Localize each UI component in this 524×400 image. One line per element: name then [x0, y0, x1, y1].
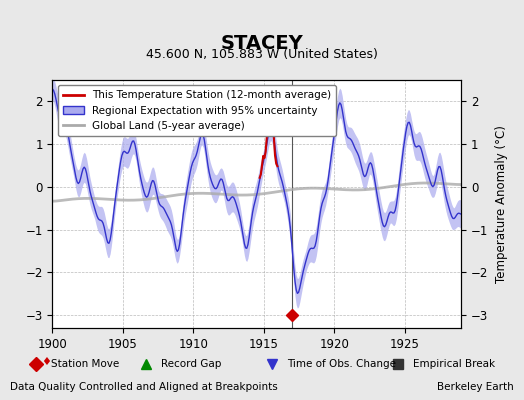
Text: Data Quality Controlled and Aligned at Breakpoints: Data Quality Controlled and Aligned at B…: [10, 382, 278, 392]
Text: Station Move: Station Move: [51, 359, 119, 369]
Y-axis label: Temperature Anomaly (°C): Temperature Anomaly (°C): [495, 125, 508, 283]
Text: 45.600 N, 105.883 W (United States): 45.600 N, 105.883 W (United States): [146, 48, 378, 61]
Text: STACEY: STACEY: [221, 34, 303, 53]
Text: Empirical Break: Empirical Break: [413, 359, 495, 369]
Text: Record Gap: Record Gap: [161, 359, 222, 369]
Text: ♦: ♦: [42, 357, 56, 367]
Legend: This Temperature Station (12-month average), Regional Expectation with 95% uncer: This Temperature Station (12-month avera…: [58, 85, 336, 136]
Text: Time of Obs. Change: Time of Obs. Change: [287, 359, 396, 369]
Text: Berkeley Earth: Berkeley Earth: [437, 382, 514, 392]
